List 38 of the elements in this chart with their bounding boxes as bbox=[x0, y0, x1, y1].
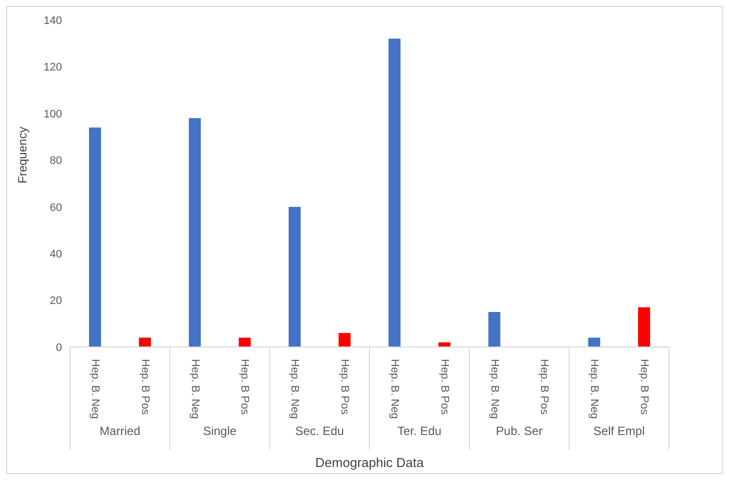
text: Hep. B. Neg bbox=[288, 359, 301, 419]
y-tick-label: 60 bbox=[50, 202, 62, 214]
text: Hep. B. Neg bbox=[88, 359, 101, 419]
text: Hep. B Pos bbox=[338, 359, 351, 415]
bar bbox=[188, 118, 201, 347]
bar bbox=[288, 206, 301, 347]
x-tick-label: Sec. Edu bbox=[295, 424, 344, 438]
y-tick-label: 100 bbox=[44, 108, 62, 120]
text: Hep. B. Neg bbox=[588, 359, 600, 419]
y-axis-title: Frequency bbox=[15, 126, 30, 184]
bar bbox=[488, 312, 500, 347]
bar bbox=[638, 307, 650, 347]
bar bbox=[588, 338, 600, 347]
text: Hep. B Pos bbox=[238, 359, 251, 415]
y-tick-label: 140 bbox=[44, 14, 62, 27]
bar bbox=[338, 332, 351, 347]
x-tick-label: Self Empl bbox=[593, 424, 645, 438]
y-tick-label: 80 bbox=[50, 155, 62, 168]
x-tick-label: Married bbox=[100, 424, 140, 438]
x-axis-title: Demographic Data bbox=[315, 455, 424, 470]
bar bbox=[238, 338, 251, 347]
text: Hep. B. Neg bbox=[488, 359, 500, 419]
y-tick-label: 0 bbox=[56, 342, 62, 354]
text: Hep. B Pos bbox=[138, 359, 151, 416]
text: Hep. B. Neg bbox=[388, 359, 400, 419]
x-tick-label: Single bbox=[203, 424, 237, 438]
text: Hep. B Pos bbox=[438, 359, 450, 415]
text: Hep. B Pos bbox=[638, 359, 650, 415]
bar bbox=[388, 38, 400, 347]
bar bbox=[89, 127, 101, 347]
x-tick-label: Ter. Edu bbox=[397, 424, 442, 438]
text: Hep. B. Neg bbox=[188, 359, 201, 419]
text: Hep. B Pos bbox=[538, 359, 550, 415]
y-tick-label: 40 bbox=[50, 248, 62, 260]
bar bbox=[138, 338, 151, 347]
y-tick-label: 20 bbox=[50, 295, 62, 308]
y-tick-label: 120 bbox=[44, 62, 62, 74]
x-tick-label: Pub. Ser bbox=[496, 424, 543, 438]
